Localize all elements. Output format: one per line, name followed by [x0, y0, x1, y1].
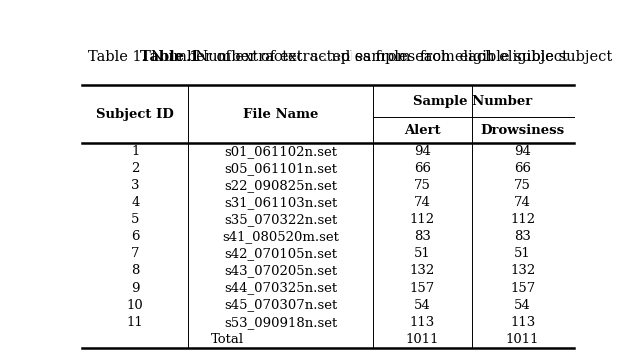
- Text: 11: 11: [127, 316, 143, 329]
- Text: 74: 74: [515, 196, 531, 209]
- Text: 2: 2: [131, 162, 140, 175]
- Text: 54: 54: [515, 298, 531, 312]
- Text: s45_070307n.set: s45_070307n.set: [224, 298, 337, 312]
- Text: s44_070325n.set: s44_070325n.set: [224, 282, 337, 295]
- Text: s22_090825n.set: s22_090825n.set: [224, 179, 337, 192]
- Text: 8: 8: [131, 265, 140, 277]
- Text: 157: 157: [410, 282, 435, 295]
- Text: File Name: File Name: [243, 108, 318, 121]
- Text: 66: 66: [514, 162, 531, 175]
- Text: s35_070322n.set: s35_070322n.set: [224, 213, 337, 226]
- Text: 94: 94: [515, 145, 531, 158]
- Text: 83: 83: [515, 230, 531, 243]
- Text: 1011: 1011: [406, 333, 439, 346]
- Text: 51: 51: [515, 247, 531, 261]
- Text: 1011: 1011: [506, 333, 540, 346]
- Text: Alert: Alert: [404, 124, 440, 137]
- Text: Total: Total: [211, 333, 244, 346]
- Text: 113: 113: [510, 316, 535, 329]
- Text: Table 1. Number of extracted samples from each eligible subject: Table 1. Number of extracted samples fro…: [88, 50, 568, 64]
- Text: s41_080520m.set: s41_080520m.set: [222, 230, 339, 243]
- Text: 3: 3: [131, 179, 140, 192]
- Text: 113: 113: [410, 316, 435, 329]
- Text: 157: 157: [510, 282, 535, 295]
- Text: 75: 75: [414, 179, 431, 192]
- Text: Drowsiness: Drowsiness: [481, 124, 564, 137]
- Text: 7: 7: [131, 247, 140, 261]
- Text: s43_070205n.set: s43_070205n.set: [224, 265, 337, 277]
- Text: Table 1: Table 1: [298, 50, 358, 64]
- Text: s42_070105n.set: s42_070105n.set: [224, 247, 337, 261]
- Text: 1: 1: [131, 145, 140, 158]
- Text: Subject ID: Subject ID: [97, 108, 174, 121]
- Text: 132: 132: [410, 265, 435, 277]
- Text: s01_061102n.set: s01_061102n.set: [224, 145, 337, 158]
- Text: 6: 6: [131, 230, 140, 243]
- Text: . Number of extracted samples from each eligible subject: . Number of extracted samples from each …: [186, 50, 612, 64]
- Text: 112: 112: [510, 213, 535, 226]
- Text: s31_061103n.set: s31_061103n.set: [224, 196, 337, 209]
- Text: 75: 75: [515, 179, 531, 192]
- Text: 112: 112: [410, 213, 435, 226]
- Text: Table 1: Table 1: [140, 50, 199, 64]
- Text: 51: 51: [414, 247, 431, 261]
- Text: Sample Number: Sample Number: [413, 95, 532, 108]
- Text: 74: 74: [414, 196, 431, 209]
- Text: 4: 4: [131, 196, 140, 209]
- Text: 54: 54: [414, 298, 431, 312]
- Text: 10: 10: [127, 298, 143, 312]
- Text: s53_090918n.set: s53_090918n.set: [224, 316, 337, 329]
- Text: 94: 94: [414, 145, 431, 158]
- Text: 9: 9: [131, 282, 140, 295]
- Text: 132: 132: [510, 265, 535, 277]
- Text: 5: 5: [131, 213, 140, 226]
- Text: 66: 66: [413, 162, 431, 175]
- Text: 83: 83: [414, 230, 431, 243]
- Text: s05_061101n.set: s05_061101n.set: [224, 162, 337, 175]
